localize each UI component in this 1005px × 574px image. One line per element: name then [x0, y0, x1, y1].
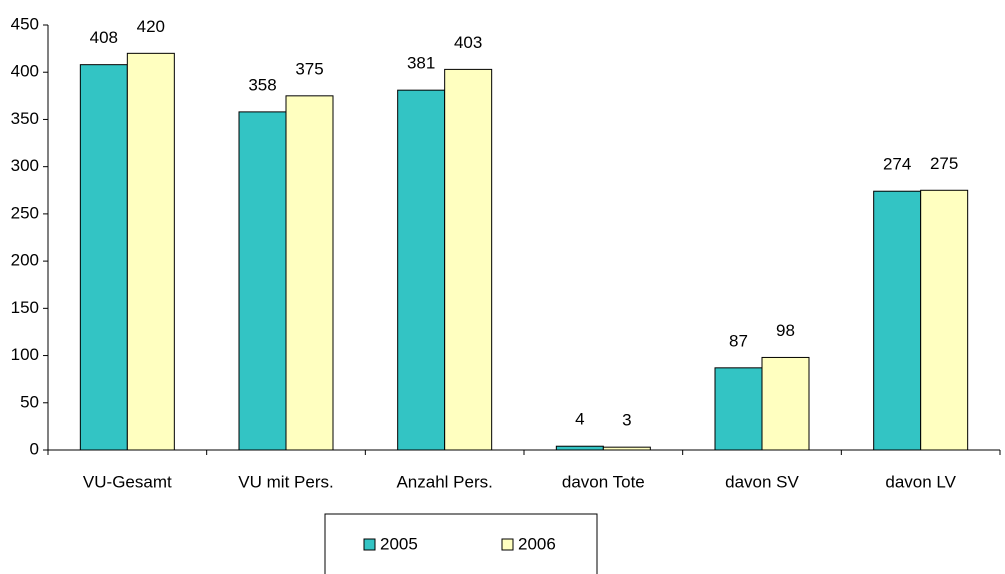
legend-swatch: [363, 538, 376, 551]
data-label: 408: [90, 28, 118, 47]
x-tick-label: davon SV: [725, 472, 799, 491]
bar: [126, 52, 175, 451]
y-tick-label: 300: [11, 156, 39, 175]
data-label: 275: [930, 154, 958, 173]
bar: [238, 111, 287, 451]
data-label: 381: [407, 54, 435, 73]
y-tick-label: 250: [11, 203, 39, 222]
legend-swatch: [501, 538, 514, 551]
bar: [761, 356, 810, 451]
bar: [397, 89, 446, 451]
data-label: 274: [883, 155, 911, 174]
bar: [602, 446, 651, 451]
data-label: 4: [575, 410, 584, 429]
x-tick-label: Anzahl Pers.: [396, 472, 492, 491]
data-label: 375: [295, 59, 323, 78]
y-tick-label: 450: [11, 14, 39, 33]
data-label: 87: [729, 331, 748, 350]
y-tick-label: 50: [20, 392, 39, 411]
data-label: 420: [137, 17, 165, 36]
x-tick-label: VU-Gesamt: [83, 472, 172, 491]
x-tick-label: davon Tote: [562, 472, 645, 491]
y-tick-label: 100: [11, 345, 39, 364]
data-label: 358: [248, 75, 276, 94]
bar: [920, 189, 969, 451]
bar: [714, 367, 763, 451]
x-tick-label: davon LV: [885, 472, 956, 491]
y-tick-label: 200: [11, 251, 39, 270]
x-tick-label: VU mit Pers.: [238, 472, 333, 491]
data-label: 403: [454, 33, 482, 52]
bar: [873, 190, 922, 451]
bar: [79, 64, 128, 451]
y-tick-label: 350: [11, 109, 39, 128]
y-tick-label: 150: [11, 298, 39, 317]
bar: [285, 95, 334, 451]
bar: [555, 445, 604, 451]
y-tick-label: 0: [30, 439, 39, 458]
legend-label: 2005: [380, 534, 418, 553]
legend-label: 2006: [518, 534, 556, 553]
y-tick-label: 400: [11, 62, 39, 81]
data-label: 98: [776, 321, 795, 340]
data-label: 3: [622, 411, 631, 430]
bar: [444, 68, 493, 451]
